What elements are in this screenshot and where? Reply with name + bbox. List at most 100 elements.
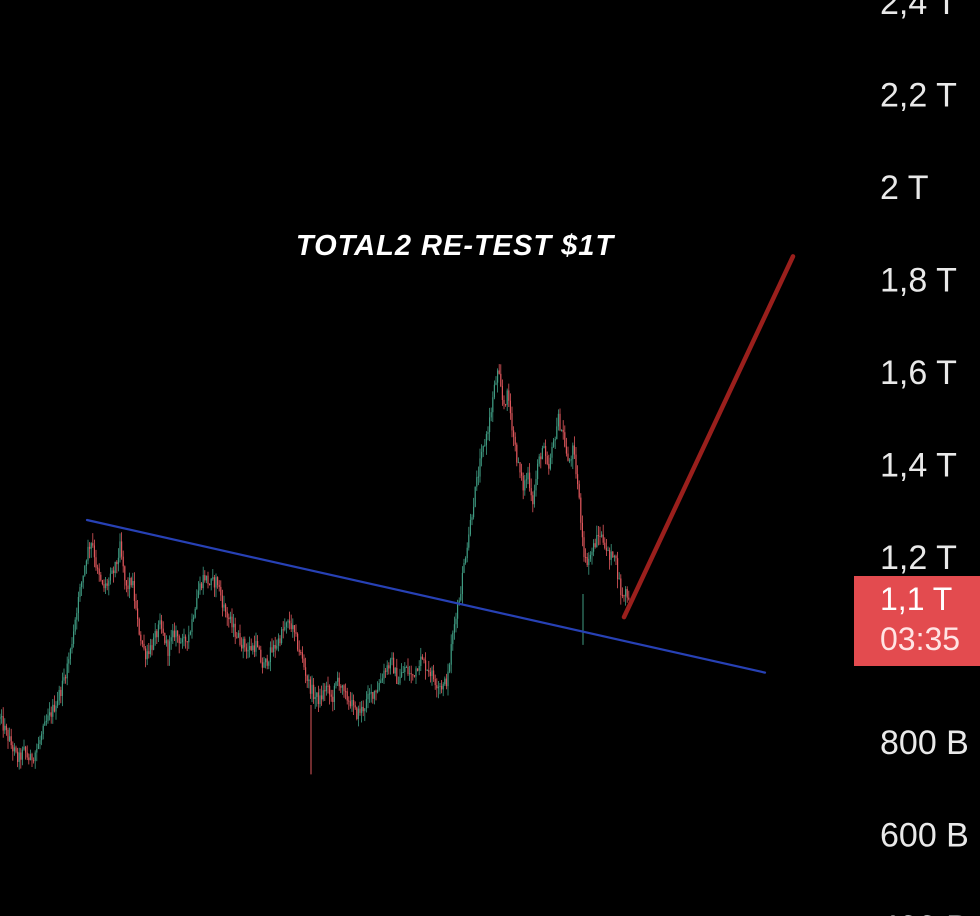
candle-body <box>10 736 12 746</box>
candle-body <box>482 445 484 452</box>
candle-body <box>271 647 273 653</box>
candle-body <box>377 689 379 693</box>
price-axis[interactable]: 2,4 T 2,2 T 2 T 1,8 T 1,6 T 1,4 T 1,2 T 800 B 60… <box>880 0 969 916</box>
candle-body <box>599 536 601 538</box>
candle-body <box>586 557 588 565</box>
candle-body <box>385 670 387 672</box>
candle-body <box>527 472 529 480</box>
candle-body <box>469 519 471 535</box>
candle-body <box>101 580 103 585</box>
candle-body <box>415 668 417 677</box>
candle-body <box>570 459 572 461</box>
candle-body <box>381 678 383 681</box>
candle-body <box>322 690 324 700</box>
candle-body <box>204 575 206 581</box>
y-tick-label: 1,2 T <box>880 539 957 577</box>
candle-body <box>450 644 452 665</box>
candle-body <box>178 635 180 644</box>
candle-body <box>135 600 137 609</box>
candle-body <box>436 685 438 689</box>
candle-body <box>551 446 553 458</box>
candle-body <box>509 400 511 414</box>
candle-body <box>138 619 140 635</box>
candle-body <box>548 463 550 469</box>
candle-body <box>100 574 102 581</box>
candle-body <box>188 634 190 643</box>
candle-body <box>39 740 41 745</box>
candle-body <box>239 633 241 645</box>
candle-body <box>98 568 100 575</box>
candle-body <box>89 546 91 549</box>
candle-body <box>513 430 515 437</box>
candle-body <box>338 677 340 687</box>
candle-countdown: 03:35 <box>880 621 960 657</box>
candle-body <box>444 678 446 685</box>
candle-body <box>41 734 43 741</box>
candle-body <box>233 623 235 628</box>
candle-body <box>508 390 510 401</box>
trendline[interactable] <box>85 518 767 674</box>
candle-body <box>25 746 27 753</box>
candle-body <box>410 673 412 675</box>
candle-body <box>191 619 193 632</box>
candle-body <box>455 618 457 625</box>
candle-body <box>613 555 615 558</box>
candle-body <box>177 630 179 636</box>
candle-body <box>441 685 443 690</box>
candle-body <box>375 690 377 693</box>
candle-body <box>76 613 78 620</box>
candle-body <box>317 692 319 705</box>
candle-body <box>50 712 52 717</box>
y-tick-label: 400 B <box>880 909 969 916</box>
candle-body <box>506 390 508 405</box>
projection-line[interactable] <box>621 254 796 620</box>
candle-body <box>524 480 526 491</box>
candle-body <box>295 632 297 634</box>
candle-body <box>575 454 577 475</box>
candle-body <box>505 404 507 406</box>
drawing-layer[interactable] <box>85 254 796 674</box>
candle-body <box>225 604 227 612</box>
y-tick-label: 2 T <box>880 169 929 207</box>
candle-body <box>237 633 239 638</box>
candle-body <box>314 696 316 700</box>
candle-body <box>541 448 543 460</box>
candle-body <box>45 720 47 722</box>
candle-body <box>165 640 167 644</box>
candle-body <box>325 685 327 692</box>
candle-body <box>228 617 230 620</box>
candle-body <box>601 534 603 537</box>
candle-body <box>380 680 382 684</box>
candle-body <box>309 679 311 694</box>
candle-body <box>151 645 153 650</box>
candle-body <box>257 640 259 648</box>
candle-body <box>236 636 238 638</box>
candle-body <box>343 685 345 692</box>
candle-body <box>111 570 113 574</box>
candle-body <box>431 670 433 677</box>
candle-body <box>316 692 318 697</box>
candle-body <box>265 658 267 663</box>
candle-body <box>417 668 419 671</box>
candle-body <box>484 445 486 447</box>
candle-body <box>303 658 305 668</box>
candle-body <box>567 453 569 461</box>
candle-body <box>250 646 252 651</box>
candle-body <box>129 577 131 590</box>
candle-body <box>21 749 23 760</box>
candle-body <box>127 585 129 590</box>
candle-body <box>263 662 265 668</box>
candle-body <box>474 486 476 507</box>
candle-body <box>421 656 423 660</box>
candle-body <box>604 542 606 549</box>
candle-body <box>297 633 299 650</box>
candle-body <box>349 701 351 707</box>
candle-body <box>77 596 79 614</box>
candle-body <box>373 690 375 699</box>
candle-body <box>389 659 391 669</box>
candle-body <box>242 638 244 649</box>
candle-body <box>189 631 191 635</box>
candle-body <box>500 373 502 387</box>
candle-body <box>439 685 441 687</box>
